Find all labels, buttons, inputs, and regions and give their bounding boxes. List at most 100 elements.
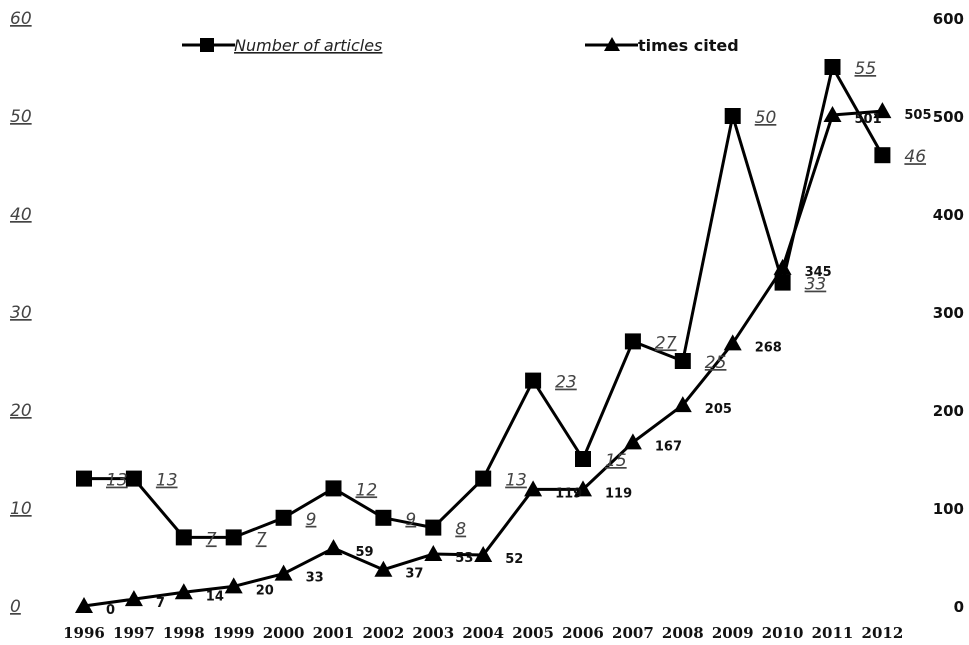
x-tick-label: 1999 [213, 624, 255, 642]
data-label-cited: 14 [206, 589, 224, 604]
data-label-articles: 9 [405, 510, 416, 530]
x-tick-label: 2001 [313, 624, 355, 642]
left-tick-label: 60 [10, 9, 32, 29]
marker-cited [124, 590, 143, 607]
data-label-cited: 119 [605, 486, 632, 501]
series-line-cited [83, 109, 883, 608]
marker-articles [175, 529, 192, 546]
data-label-articles: 9 [306, 510, 317, 530]
marker-cited [474, 546, 493, 563]
marker-articles [575, 451, 591, 467]
marker-cited [524, 480, 543, 497]
data-label-articles: 46 [904, 147, 926, 167]
data-label-cited: 7 [156, 596, 165, 611]
legend-label-articles: Number of articles [234, 36, 382, 55]
right-axis: 0 100 200 300 400 500 600 [933, 10, 964, 616]
x-tick-label: 2000 [263, 624, 305, 642]
marker-articles [425, 519, 442, 536]
x-tick-label: 2012 [862, 624, 904, 642]
marker-articles [225, 529, 242, 546]
data-label-cited: 20 [256, 583, 274, 598]
marker-articles [125, 470, 142, 487]
data-label-cited: 505 [904, 108, 931, 123]
data-label-cited: 52 [505, 552, 523, 567]
marker-articles [325, 480, 342, 497]
marker-cited [623, 433, 642, 450]
right-tick-label: 500 [933, 108, 964, 126]
x-tick-label: 2007 [612, 624, 654, 642]
data-label-cited: 501 [855, 112, 882, 127]
marker-cited [224, 577, 243, 594]
x-tick-label: 2004 [462, 624, 504, 642]
right-tick-label: 100 [933, 500, 964, 518]
marker-cited [374, 560, 393, 577]
marker-articles [375, 509, 392, 526]
x-tick-label: 2005 [512, 624, 554, 642]
x-tick-label: 1996 [63, 624, 105, 642]
marker-cited [574, 480, 592, 497]
left-tick-label: 0 [10, 597, 21, 617]
data-label-articles: 13 [156, 471, 178, 491]
data-label-cited: 33 [306, 571, 324, 586]
data-label-cited: 205 [705, 402, 732, 417]
x-tick-label: 2009 [712, 624, 754, 642]
data-label-articles: 13 [106, 471, 128, 491]
right-tick-label: 400 [933, 206, 964, 224]
data-label-cited: 268 [755, 340, 782, 355]
data-label-articles: 55 [855, 59, 877, 79]
series-line-articles [84, 65, 884, 539]
marker-cited [673, 396, 692, 413]
left-tick-label: 50 [10, 107, 32, 127]
marker-articles [874, 147, 891, 164]
legend-marker-articles [200, 38, 214, 52]
data-label-articles: 27 [655, 333, 677, 353]
data-label-articles: 7 [256, 529, 267, 549]
data-label-articles: 8 [455, 520, 466, 540]
x-tick-label: 2006 [562, 624, 604, 642]
data-label-cited: 59 [356, 545, 374, 560]
data-label-articles: 33 [805, 275, 827, 295]
series-layer [75, 59, 892, 613]
left-tick-label: 20 [10, 401, 32, 421]
marker-cited [773, 258, 792, 275]
legend-marker-cited [604, 37, 620, 51]
marker-articles [76, 470, 92, 487]
legend-label-cited: times cited [638, 36, 739, 55]
marker-articles [674, 353, 691, 369]
marker-articles [774, 274, 791, 291]
x-tick-label: 2002 [363, 624, 405, 642]
x-tick-label: 2011 [812, 624, 854, 642]
x-tick-label: 1998 [163, 624, 205, 642]
marker-articles [275, 509, 292, 526]
data-label-cited: 119 [555, 486, 582, 501]
right-tick-label: 600 [933, 10, 964, 28]
marker-articles [624, 333, 641, 350]
left-tick-label: 30 [10, 303, 32, 323]
data-label-articles: 50 [755, 108, 777, 128]
marker-cited [324, 539, 343, 556]
marker-cited [823, 106, 842, 123]
data-label-articles: 23 [555, 373, 577, 393]
data-label-articles: 25 [705, 353, 727, 373]
marker-cited [174, 583, 193, 600]
x-tick-label: 1997 [113, 624, 155, 642]
data-label-cited: 167 [655, 439, 682, 454]
legend: Number of articles times cited [182, 36, 739, 55]
data-label-cited: 345 [805, 265, 832, 280]
marker-articles [525, 372, 542, 389]
left-tick-label: 40 [10, 205, 32, 225]
marker-cited [274, 564, 293, 581]
marker-cited [75, 597, 93, 613]
marker-articles [724, 108, 741, 124]
right-tick-label: 300 [933, 304, 964, 322]
data-labels: 13 13 7 7 9 12 9 8 13 23 15 27 25 50 33 55 46 0 7 14 20 33 59 3… [106, 59, 932, 618]
marker-cited [873, 102, 892, 119]
data-label-cited: 37 [405, 567, 423, 582]
x-axis: 1996 1997 1998 1999 2000 2001 2002 2003 2004 2005… [63, 624, 903, 642]
right-tick-label: 0 [954, 598, 964, 616]
data-label-articles: 12 [356, 480, 378, 500]
data-label-articles: 7 [206, 529, 217, 549]
x-tick-label: 2003 [412, 624, 454, 642]
x-tick-label: 2008 [662, 624, 704, 642]
